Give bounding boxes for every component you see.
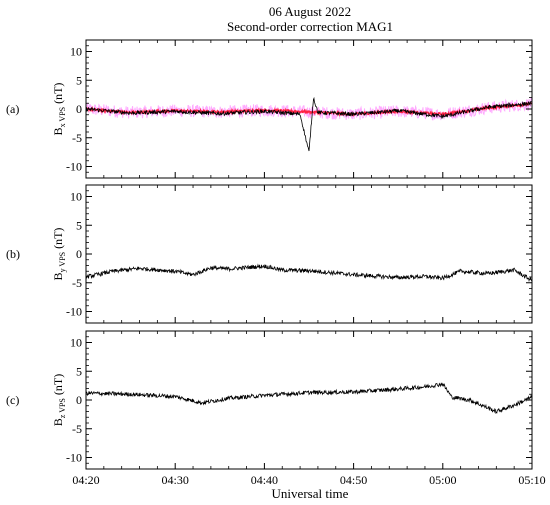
series-line-noise-envelope: [86, 97, 532, 121]
y-axis-label-sub: x VPS: [58, 107, 67, 128]
x-axis-label: Universal time: [272, 486, 349, 501]
y-tick-label: 10: [70, 336, 82, 350]
y-tick-label: 5: [76, 364, 82, 378]
panel-label: (a): [6, 102, 19, 116]
panel-a: 10 5 0 -5 -10 Bx VPS (nT) (a): [6, 39, 533, 179]
y-tick-label: 10: [70, 45, 82, 59]
panel-b: 10 5 0 -5 -10 By VPS (nT) (b): [6, 184, 533, 324]
y-axis-label-unit: (nT): [51, 228, 65, 252]
y-tick-label: 0: [76, 247, 82, 261]
panel-c: 10 5 0 -5 -10 04:20 04:30 04:40 04:50 05:00 05:10 B…: [6, 330, 546, 487]
series-line-corrected: [86, 101, 532, 118]
y-axis-label-unit: (nT): [51, 374, 65, 398]
x-tick-label: 05:10: [518, 473, 545, 487]
x-tick-label: 04:20: [72, 473, 99, 487]
y-tick-label: 5: [76, 218, 82, 232]
y-axis-label-sub: z VPS: [58, 398, 67, 418]
y-axis-label-sub: y VPS: [58, 252, 67, 273]
series-line-data: [86, 382, 532, 415]
title-line-2: Second-order correction MAG1: [227, 19, 393, 34]
y-axis-label: Bx VPS (nT): [51, 83, 67, 136]
y-tick-label: -5: [72, 276, 82, 290]
x-tick-label: 04:50: [340, 473, 367, 487]
title-line-1: 06 August 2022: [269, 4, 351, 19]
y-axis-label-main: B: [51, 418, 65, 426]
series-line-original: [86, 96, 532, 152]
y-tick-label: 5: [76, 73, 82, 87]
y-axis-label-unit: (nT): [51, 83, 65, 107]
panel-label: (c): [6, 393, 19, 407]
x-tick-label: 04:40: [251, 473, 278, 487]
y-tick-label: -10: [66, 451, 82, 465]
y-axis-label: By VPS (nT): [51, 228, 67, 281]
y-tick-label: -10: [66, 160, 82, 174]
plot-frame: [85, 184, 533, 324]
y-tick-label: -5: [72, 422, 82, 436]
panel-label: (b): [6, 247, 20, 261]
series-line-data: [86, 263, 532, 283]
x-tick-label: 04:30: [162, 473, 189, 487]
y-axis-label-main: B: [51, 272, 65, 280]
y-tick-label: -10: [66, 305, 82, 319]
y-tick-label: 10: [70, 190, 82, 204]
y-tick-label: -5: [72, 131, 82, 145]
y-axis-label: Bz VPS (nT): [51, 374, 67, 426]
y-tick-label: 0: [76, 393, 82, 407]
x-tick-label: 05:00: [429, 473, 456, 487]
y-tick-label: 0: [76, 102, 82, 116]
y-axis-label-main: B: [51, 127, 65, 135]
